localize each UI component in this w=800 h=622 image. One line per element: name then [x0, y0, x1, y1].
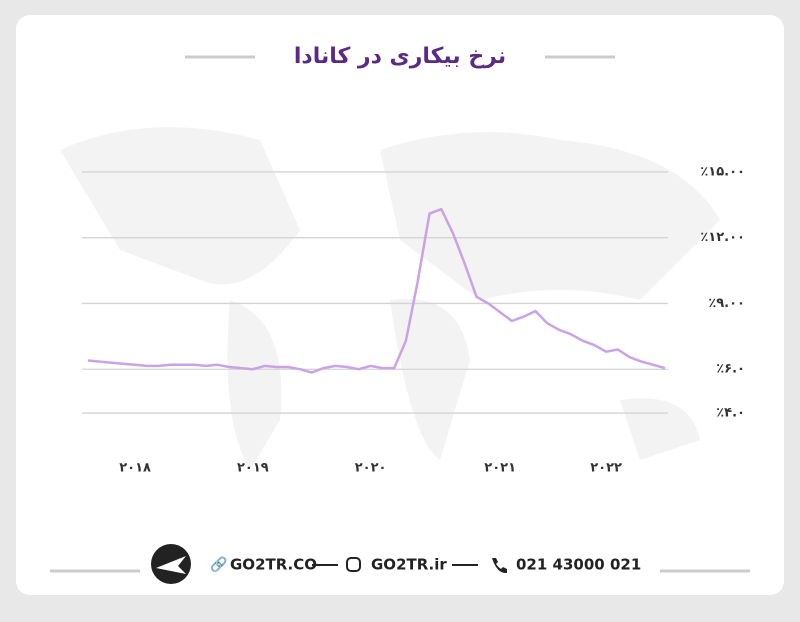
chart-title: نرخ بیکاری در کانادا	[294, 44, 506, 69]
footer-phone: 021 43000 021	[516, 556, 641, 574]
link-icon: 🔗	[210, 555, 228, 573]
y-tick-label: ٪۱۵.۰۰	[700, 164, 745, 179]
x-tick-label: ۲۰۲۱	[484, 461, 516, 476]
y-tick-label: ٪۱۲.۰۰	[700, 230, 745, 245]
y-tick-label: ٪۹.۰۰	[708, 296, 745, 311]
plot: ٪۱۵.۰۰ ٪۱۲.۰۰ ٪۹.۰۰ ٪۶.۰ ٪۴.۰ ۲۰۱۸ ۲۰۱۹ ۲۰۲۰ ۲۰۲…	[82, 164, 745, 476]
world-map	[60, 127, 720, 470]
phone-icon	[492, 558, 507, 574]
x-tick-label: ۲۰۲۰	[355, 461, 387, 476]
footer-site: GO2TR.CO	[230, 556, 317, 574]
x-tick-label: ۲۰۱۸	[119, 461, 151, 476]
data-line	[87, 207, 666, 374]
instagram-icon	[346, 557, 361, 572]
x-tick-label: ۲۰۱۹	[237, 461, 269, 476]
x-tick-label: ۲۰۲۲	[590, 461, 622, 476]
logo	[151, 544, 191, 584]
y-tick-label: ٪۶.۰	[716, 362, 745, 377]
y-tick-label: ٪۴.۰	[716, 406, 745, 421]
footer-instagram: GO2TR.ir	[371, 556, 447, 574]
